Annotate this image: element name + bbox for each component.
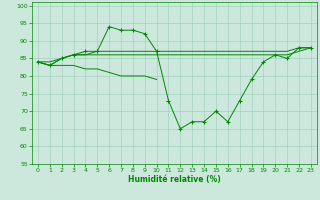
X-axis label: Humidité relative (%): Humidité relative (%) (128, 175, 221, 184)
